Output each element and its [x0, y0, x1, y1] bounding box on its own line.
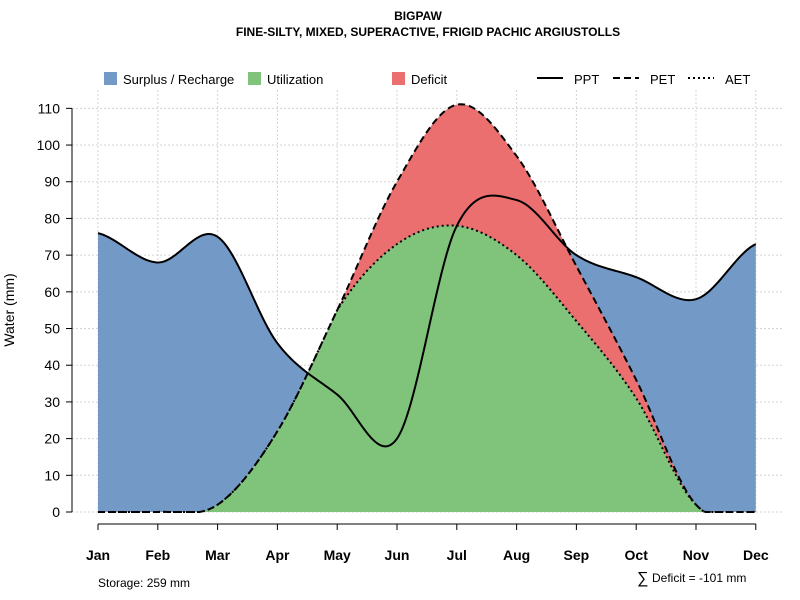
y-tick-label: 10: [44, 467, 60, 483]
y-tick-label: 90: [44, 174, 60, 190]
line-pet: [98, 103, 756, 513]
y-tick-label: 20: [44, 431, 60, 447]
y-tick-label: 50: [44, 321, 60, 337]
x-tick-label: Apr: [265, 547, 290, 563]
area-deficit: [98, 104, 756, 512]
y-tick-label: 40: [44, 357, 60, 373]
y-tick-label: 60: [44, 284, 60, 300]
x-tick-label: Aug: [503, 547, 530, 563]
x-tick-label: Dec: [743, 547, 769, 563]
legend-label-utilization: Utilization: [267, 72, 323, 87]
legend-label-pet: PET: [650, 72, 675, 87]
area-utilization: [98, 225, 756, 512]
sum-symbol: ∑: [637, 570, 648, 587]
legend-swatch-surplus: [104, 72, 117, 85]
legend-label-deficit: Deficit: [411, 72, 448, 87]
axes: 0 10 20 30 40 50 60 70 80 90 100 110 Jan Feb Mar Apr May…: [37, 100, 769, 563]
y-tick-label: 100: [37, 137, 61, 153]
x-tick-label: Oct: [625, 547, 649, 563]
chart-subtitle: FINE-SILTY, MIXED, SUPERACTIVE, FRIGID P…: [236, 25, 620, 39]
x-tick-label: Jun: [385, 547, 410, 563]
y-tick-label: 0: [52, 504, 60, 520]
areas: [98, 104, 756, 512]
x-tick-label: Sep: [564, 547, 590, 563]
legend-swatch-deficit: [392, 72, 405, 85]
y-tick-label: 80: [44, 210, 60, 226]
x-tick-label: Mar: [205, 547, 230, 563]
x-tick-label: May: [324, 547, 351, 563]
y-axis-label: Water (mm): [1, 273, 17, 346]
legend: Surplus / Recharge Utilization Deficit P…: [104, 72, 750, 87]
y-tick-label: 30: [44, 394, 60, 410]
chart-title: BIGPAW: [394, 9, 442, 23]
legend-swatch-utilization: [248, 72, 261, 85]
x-tick-label: Feb: [145, 547, 170, 563]
storage-note: Storage: 259 mm: [98, 576, 190, 590]
x-tick-label: Jan: [86, 547, 110, 563]
line-ppt: [97, 194, 757, 448]
series-lines: [97, 103, 757, 513]
x-tick-label: Jul: [447, 547, 467, 563]
deficit-note: Deficit = -101 mm: [652, 571, 746, 585]
legend-label-aet: AET: [725, 72, 750, 87]
y-tick-label: 110: [38, 100, 61, 116]
y-tick-label: 70: [44, 247, 60, 263]
legend-label-surplus: Surplus / Recharge: [123, 72, 234, 87]
legend-label-ppt: PPT: [574, 72, 599, 87]
x-tick-label: Nov: [683, 547, 710, 563]
